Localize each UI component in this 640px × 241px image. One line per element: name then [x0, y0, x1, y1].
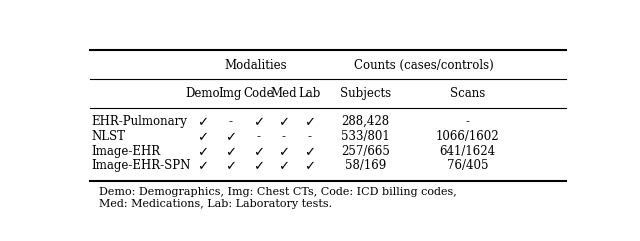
- Text: 76/405: 76/405: [447, 160, 488, 173]
- Text: $\checkmark$: $\checkmark$: [278, 145, 289, 158]
- Text: Image-EHR-SPN: Image-EHR-SPN: [92, 160, 191, 173]
- Text: 641/1624: 641/1624: [440, 145, 495, 158]
- Text: 1066/1602: 1066/1602: [436, 130, 499, 143]
- Text: Demo: Demo: [185, 87, 220, 100]
- Text: $\checkmark$: $\checkmark$: [197, 115, 208, 128]
- Text: Med: Med: [271, 87, 297, 100]
- Text: -: -: [256, 130, 260, 143]
- Text: Code: Code: [243, 87, 273, 100]
- Text: -: -: [282, 130, 286, 143]
- Text: $\checkmark$: $\checkmark$: [225, 160, 236, 173]
- Text: $\checkmark$: $\checkmark$: [253, 145, 264, 158]
- Text: -: -: [228, 115, 232, 128]
- Text: $\checkmark$: $\checkmark$: [253, 115, 264, 128]
- Text: $\checkmark$: $\checkmark$: [278, 160, 289, 173]
- Text: $\checkmark$: $\checkmark$: [225, 130, 236, 143]
- Text: -: -: [465, 115, 470, 128]
- Text: $\checkmark$: $\checkmark$: [253, 160, 264, 173]
- Text: $\checkmark$: $\checkmark$: [225, 145, 236, 158]
- Text: EHR-Pulmonary: EHR-Pulmonary: [92, 115, 188, 128]
- Text: -: -: [307, 130, 312, 143]
- Text: Image-EHR: Image-EHR: [92, 145, 161, 158]
- Text: 533/801: 533/801: [341, 130, 390, 143]
- Text: $\checkmark$: $\checkmark$: [197, 160, 208, 173]
- Text: $\checkmark$: $\checkmark$: [304, 160, 315, 173]
- Text: Demo: Demographics, Img: Chest CTs, Code: ICD billing codes,: Demo: Demographics, Img: Chest CTs, Code…: [99, 187, 457, 197]
- Text: $\checkmark$: $\checkmark$: [278, 115, 289, 128]
- Text: 288,428: 288,428: [341, 115, 389, 128]
- Text: $\checkmark$: $\checkmark$: [304, 115, 315, 128]
- Text: $\checkmark$: $\checkmark$: [197, 145, 208, 158]
- Text: Img: Img: [219, 87, 242, 100]
- Text: NLST: NLST: [92, 130, 125, 143]
- Text: Subjects: Subjects: [340, 87, 391, 100]
- Text: 257/665: 257/665: [340, 145, 390, 158]
- Text: $\checkmark$: $\checkmark$: [197, 130, 208, 143]
- Text: Counts (cases/controls): Counts (cases/controls): [354, 59, 494, 72]
- Text: 58/169: 58/169: [344, 160, 386, 173]
- Text: Modalities: Modalities: [225, 59, 287, 72]
- Text: Med: Medications, Lab: Laboratory tests.: Med: Medications, Lab: Laboratory tests.: [99, 200, 333, 209]
- Text: Lab: Lab: [298, 87, 321, 100]
- Text: Scans: Scans: [450, 87, 485, 100]
- Text: $\checkmark$: $\checkmark$: [304, 145, 315, 158]
